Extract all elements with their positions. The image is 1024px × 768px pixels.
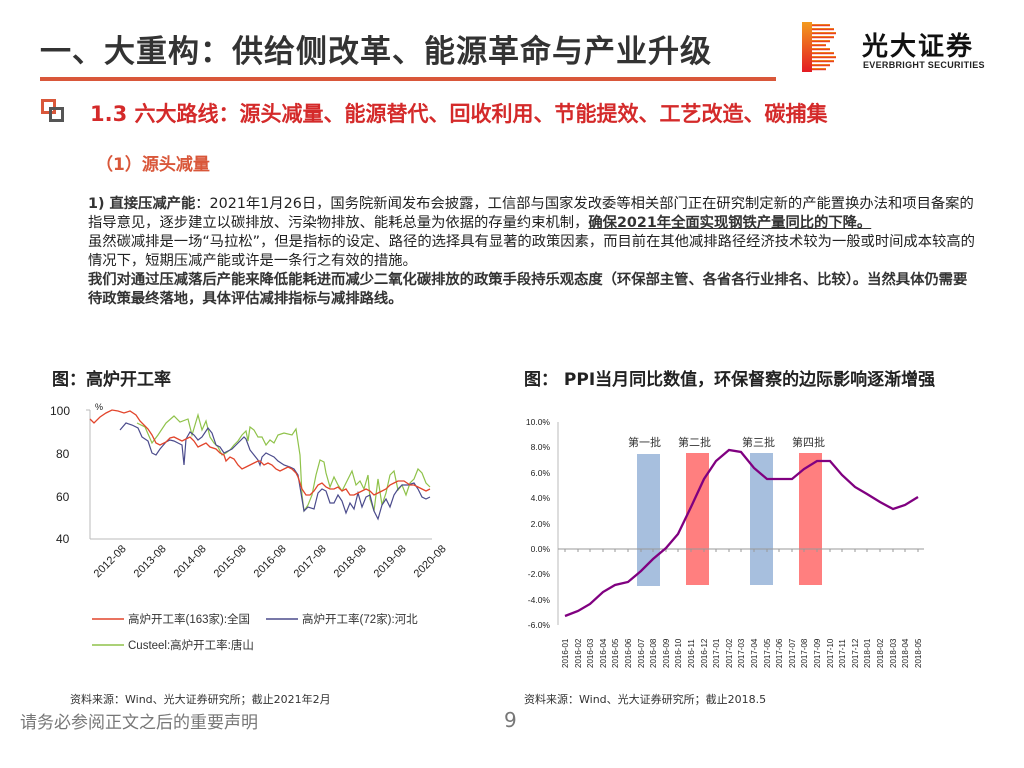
sub-heading: （1）源头减量 [96,155,210,175]
svg-text:2016-06: 2016-06 [624,638,633,668]
svg-text:80: 80 [56,447,70,461]
svg-text:2017-10: 2017-10 [826,638,835,668]
svg-text:2013-08: 2013-08 [132,543,169,580]
legend: 高炉开工率(163家):全国 高炉开工率(72家):河北 Custeel:高炉开… [92,612,418,652]
paragraph-2: 虽然碳减排是一场“马拉松”，但是指标的设定、路径的选择具有显著的政策因素，而目前… [88,234,975,269]
svg-text:%: % [95,402,103,412]
x-axis [558,548,924,552]
svg-text:2018-03: 2018-03 [889,638,898,668]
svg-text:6.0%: 6.0% [531,468,551,478]
batch-labels: 第一批 第二批 第三批 第四批 [628,435,825,449]
svg-text:60: 60 [56,490,70,504]
svg-text:2016-05: 2016-05 [611,638,620,668]
footer-disclaimer: 请务必参阅正文之后的重要声明 [20,713,258,733]
y-axis: 10.0% 8.0% 6.0% 4.0% 2.0% 0.0% -2.0% -4.… [526,417,559,630]
y-axis: 100 80 60 40 % [50,402,432,546]
svg-text:10.0%: 10.0% [526,417,551,427]
svg-text:2016-09: 2016-09 [662,638,671,668]
section-heading: 1.3 六大路线：源头减量、能源替代、回收利用、节能提效、工艺改造、碳捕集 [90,102,828,126]
svg-text:2017-08: 2017-08 [800,638,809,668]
logo-name-cn: 光大证券 [862,32,975,62]
inspection-batches [637,453,822,586]
svg-text:高炉开工率(163家):全国: 高炉开工率(163家):全国 [128,612,250,626]
svg-text:2016-12: 2016-12 [700,638,709,668]
svg-text:2017-07: 2017-07 [788,638,797,668]
left-chart-title: 图：高炉开工率 [52,370,171,390]
svg-text:2016-01: 2016-01 [561,638,570,668]
page-number: 9 [504,708,517,732]
svg-text:2017-05: 2017-05 [763,638,772,668]
svg-text:第一批: 第一批 [628,435,661,449]
svg-text:2018-01: 2018-01 [863,638,872,668]
svg-text:-4.0%: -4.0% [528,595,551,605]
svg-text:2016-04: 2016-04 [599,638,608,668]
svg-text:2017-08: 2017-08 [292,543,329,580]
svg-text:2017-01: 2017-01 [712,638,721,668]
right-chart-source: 资料来源：Wind、光大证券研究所；截止2018.5 [524,693,767,706]
svg-text:2.0%: 2.0% [531,519,551,529]
x-axis-labels: 2016-01 2016-02 2016-03 2016-04 2016-05 … [561,638,923,668]
svg-text:2018-08: 2018-08 [332,543,369,580]
title-divider [40,77,776,81]
svg-text:40: 40 [56,532,70,546]
svg-text:Custeel:高炉开工率:唐山: Custeel:高炉开工率:唐山 [128,638,254,652]
svg-text:0.0%: 0.0% [531,544,551,554]
svg-text:2016-10: 2016-10 [674,638,683,668]
paragraph-1-text: ：2021年1月26日，国务院新闻发布会披露，工信部与国家发改委等相关部门正在研… [88,196,974,231]
svg-text:2016-08: 2016-08 [252,543,289,580]
paragraph-1-emphasis: 确保2021年全面实现钢铁产量同比的下降。 [588,215,872,231]
svg-text:-2.0%: -2.0% [528,569,551,579]
x-axis-labels: 2012-08 2013-08 2014-08 2015-08 2016-08 … [92,543,449,580]
svg-text:4.0%: 4.0% [531,493,551,503]
svg-text:2017-03: 2017-03 [737,638,746,668]
svg-text:第四批: 第四批 [792,435,825,449]
svg-text:2020-08: 2020-08 [412,543,449,580]
series-hebei [119,422,431,521]
svg-text:2017-02: 2017-02 [725,638,734,668]
svg-text:2016-11: 2016-11 [687,639,696,668]
left-chart-source: 资料来源：Wind、光大证券研究所；截止2021年2月 [70,693,331,706]
series-tangshan [136,412,431,513]
svg-text:2017-04: 2017-04 [750,638,759,668]
svg-text:2014-08: 2014-08 [172,543,209,580]
svg-text:-6.0%: -6.0% [528,620,551,630]
svg-text:2019-08: 2019-08 [372,543,409,580]
company-logo: 光大证券 EVERBRIGHT SECURITIES [802,22,1002,76]
svg-text:8.0%: 8.0% [531,442,551,452]
svg-text:2018-02: 2018-02 [876,638,885,668]
svg-text:2017-06: 2017-06 [775,638,784,668]
ppi-chart: 10.0% 8.0% 6.0% 4.0% 2.0% 0.0% -2.0% -4.… [526,417,924,668]
logo-name-en: EVERBRIGHT SECURITIES [863,60,985,70]
svg-text:2016-03: 2016-03 [586,638,595,668]
svg-text:2017-12: 2017-12 [851,638,860,668]
svg-text:2016-02: 2016-02 [574,638,583,668]
everbright-logo-icon [802,22,836,72]
svg-text:高炉开工率(72家):河北: 高炉开工率(72家):河北 [302,612,418,626]
overlapping-squares-icon [41,99,64,122]
svg-text:2016-07: 2016-07 [637,638,646,668]
svg-text:第二批: 第二批 [678,435,711,449]
svg-text:2017-09: 2017-09 [813,638,822,668]
paragraph-1: 1) 直接压减产能：2021年1月26日，国务院新闻发布会披露，工信部与国家发改… [88,195,980,233]
svg-text:第三批: 第三批 [742,435,775,449]
svg-text:2015-08: 2015-08 [212,543,249,580]
paragraph-3: 我们对通过压减落后产能来降低能耗进而减少二氧化碳排放的政策手段持乐观态度（环保部… [88,272,968,307]
svg-text:2012-08: 2012-08 [92,543,129,580]
right-chart-title: 图： PPI当月同比数值，环保督察的边际影响逐渐增强 [524,370,936,390]
svg-text:2018-04: 2018-04 [901,638,910,668]
series-national [89,409,431,496]
series-ppi [564,448,919,618]
blast-furnace-chart: 100 80 60 40 % 2012-08 2013-08 2014-08 2… [50,402,449,652]
svg-text:2018-05: 2018-05 [914,638,923,668]
page-title: 一、大重构：供给侧改革、能源革命与产业升级 [40,34,712,70]
svg-text:2017-11: 2017-11 [838,639,847,668]
body-text: 1) 直接压减产能：2021年1月26日，国务院新闻发布会披露，工信部与国家发改… [88,195,980,309]
paragraph-1-lead: 1) 直接压减产能 [88,196,196,212]
svg-text:100: 100 [50,404,70,418]
svg-text:2016-08: 2016-08 [649,638,658,668]
